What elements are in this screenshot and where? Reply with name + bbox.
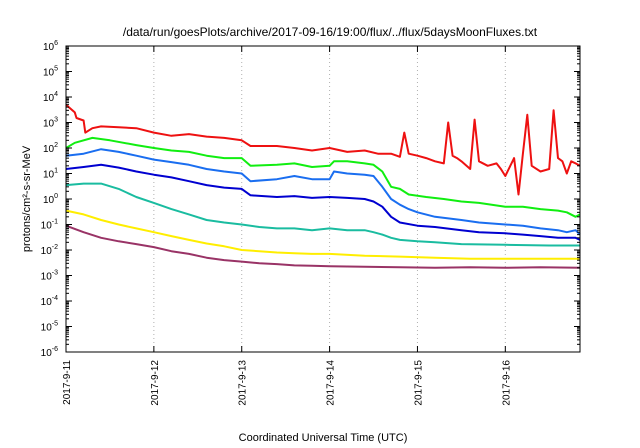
y-tick-base: 10 [43, 93, 55, 104]
y-tick-base: 10 [43, 170, 55, 181]
y-tick-exponent: -1 [52, 219, 58, 226]
y-tick-base: 10 [41, 323, 53, 334]
y-tick-exponent: 0 [54, 193, 58, 200]
x-axis-ticks: 2017-9-11 2017-9-12 2017-9-13 2017-9-14 2017… [62, 46, 512, 406]
y-tick-base: 10 [41, 221, 53, 232]
x-tick-label: 2017-9-13 [238, 360, 249, 406]
y-tick-exponent: 1 [54, 168, 58, 175]
y-axis-label-text: protons/cm²-s-sr-MeV [21, 145, 33, 252]
y-tick-base: 10 [41, 348, 53, 359]
y-tick-label: 10-2 [41, 244, 58, 257]
y-tick-label: 10-1 [41, 219, 58, 232]
y-tick-base: 10 [41, 297, 53, 308]
y-tick-exponent: 3 [54, 117, 58, 124]
series-line-3 [65, 148, 581, 236]
y-tick-exponent: -5 [52, 321, 58, 328]
x-tick-label: 2017-9-11 [62, 360, 73, 405]
y-tick-label: 10-4 [41, 295, 58, 308]
y-tick-label: 101 [43, 168, 58, 181]
y-tick-base: 10 [43, 195, 55, 206]
x-tick-label: 2017-9-12 [150, 360, 161, 406]
y-tick-label: 102 [43, 142, 58, 155]
y-tick-label: 103 [43, 117, 58, 130]
chart-title: /data/run/goesPlots/archive/2017-09-16/1… [123, 25, 538, 39]
y-tick-exponent: -3 [52, 270, 58, 277]
y-tick-exponent: 6 [54, 40, 58, 47]
y-tick-base: 10 [43, 119, 55, 130]
y-tick-exponent: 4 [54, 91, 58, 98]
y-tick-base: 10 [43, 42, 55, 53]
y-tick-label: 104 [43, 91, 58, 104]
y-tick-exponent: 2 [54, 142, 58, 149]
x-axis-label: Coordinated Universal Time (UTC) [239, 432, 408, 444]
series-line-4 [65, 163, 581, 241]
y-axis-ticks: 10-610-510-410-310-210-11001011021031041… [41, 40, 580, 359]
series-line-5 [65, 182, 580, 247]
y-tick-base: 10 [43, 68, 55, 79]
x-tick-label: 2017-9-14 [326, 360, 337, 406]
y-tick-label: 100 [43, 193, 58, 206]
y-tick-exponent: 5 [54, 66, 58, 73]
y-tick-label: 105 [43, 66, 58, 79]
y-tick-exponent: -2 [52, 244, 58, 251]
y-tick-base: 10 [41, 246, 53, 257]
series-line-1 [65, 103, 581, 196]
series-line-6 [65, 209, 580, 260]
series-line-7 [65, 224, 581, 269]
y-tick-exponent: -4 [52, 295, 58, 302]
y-tick-exponent: -6 [52, 346, 58, 353]
y-tick-label: 10-5 [41, 321, 58, 334]
x-tick-label: 2017-9-16 [501, 360, 512, 406]
series-lines [65, 103, 581, 269]
series-line-2 [65, 136, 581, 218]
y-tick-base: 10 [43, 144, 55, 155]
y-tick-label: 10-3 [41, 270, 58, 283]
y-axis-label: protons/cm²-s-sr-MeV [21, 145, 33, 252]
y-tick-base: 10 [41, 272, 53, 283]
y-tick-label: 106 [43, 40, 58, 53]
x-tick-label: 2017-9-15 [413, 360, 424, 406]
y-tick-label: 10-6 [41, 346, 58, 359]
